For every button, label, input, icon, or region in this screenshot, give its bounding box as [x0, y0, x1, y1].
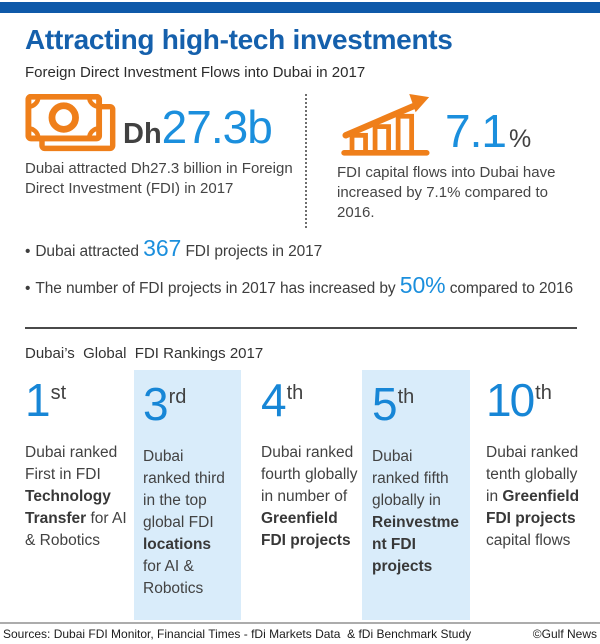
- stat-fdi-growth: 7.1% FDI capital flows into Dubai have i…: [305, 94, 575, 228]
- footer-credit: ©Gulf News: [532, 627, 597, 641]
- fdi-growth-description: FDI capital flows into Dubai have increa…: [337, 164, 556, 221]
- key-facts-list: • Dubai attracted 367 FDI projects in 201…: [25, 234, 575, 303]
- stat-fdi-value-head: Dh27.3b: [25, 94, 305, 152]
- fdi-amount: Dh27.3b: [123, 101, 273, 153]
- bullet-icon: •: [25, 243, 31, 260]
- bar-chart-rising-icon: [341, 94, 430, 156]
- section-divider: [25, 327, 577, 329]
- highlighted-number: 367: [143, 235, 182, 261]
- ranking-description: Dubai ranked fifth globally in Reinvestm…: [372, 448, 460, 575]
- banknote-icon: [25, 94, 116, 152]
- fdi-amount-currency: Dh: [123, 118, 162, 150]
- page-subtitle: Foreign Direct Investment Flows into Dub…: [25, 64, 366, 81]
- stat-fdi-growth-head: 7.1%: [337, 94, 575, 156]
- ranking-description: Dubai ranked tenth globally in Greenfiel…: [486, 444, 580, 549]
- fdi-growth-unit: %: [508, 125, 532, 153]
- highlighted-number: 50%: [399, 272, 446, 298]
- stat-fdi-value: Dh27.3b Dubai attracted Dh27.3 billion i…: [25, 94, 305, 228]
- fdi-amount-description: Dubai attracted Dh27.3 billion in Foreig…: [25, 160, 293, 197]
- stats-row: Dh27.3b Dubai attracted Dh27.3 billion i…: [25, 94, 575, 228]
- fdi-growth-value: 7.1%: [445, 108, 531, 154]
- fdi-amount-number: 27.3b: [161, 101, 273, 153]
- ranking-description: Dubai ranked third in the top global FDI…: [143, 448, 225, 597]
- key-fact-1: • Dubai attracted 367 FDI projects in 201…: [25, 235, 323, 261]
- key-fact-2: • The number of FDI projects in 2017 has …: [25, 272, 574, 298]
- infographic-body: Attracting high-tech investments Foreign…: [0, 0, 600, 303]
- fdi-growth-number: 7.1: [445, 105, 507, 157]
- rankings-heading: Dubai’s Global FDI Rankings 2017: [25, 345, 264, 362]
- footer-sources: Sources: Dubai FDI Monitor, Financial Ti…: [3, 627, 472, 641]
- footer: Sources: Dubai FDI Monitor, Financial Ti…: [0, 622, 600, 644]
- ranking-description: Dubai ranked First in FDI Technology Tra…: [25, 444, 127, 549]
- header-accent-bar: [0, 2, 600, 13]
- page-title: Attracting high-tech investments: [25, 24, 453, 55]
- ranking-description: Dubai ranked fourth globally in number o…: [261, 444, 358, 549]
- bullet-icon: •: [25, 280, 31, 297]
